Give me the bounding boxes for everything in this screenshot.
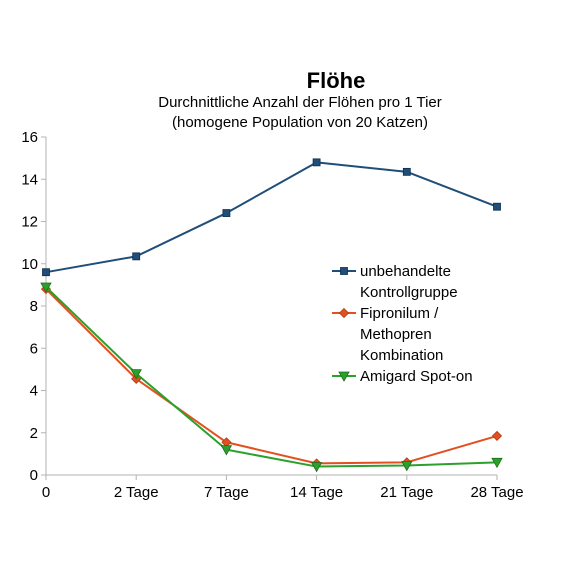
data-point	[493, 202, 501, 211]
x-tick-label: 7 Tage	[204, 484, 249, 501]
data-point	[222, 209, 231, 217]
y-tick-label: 4	[30, 383, 38, 400]
chart-title: Flöhe	[307, 68, 366, 93]
legend-label: Kombination	[360, 347, 443, 364]
data-point	[310, 462, 323, 473]
x-tick-label: 14 Tage	[290, 484, 343, 501]
data-point	[220, 445, 233, 456]
legend-item-1: unbehandelte Kontrollgruppe	[332, 263, 458, 301]
legend-label: Amigard Spot-on	[360, 368, 473, 385]
series-line	[45, 288, 498, 465]
y-tick-label: 8	[30, 298, 38, 315]
data-point	[42, 268, 50, 277]
series-line	[45, 161, 498, 274]
data-point	[40, 282, 52, 293]
series-layer	[40, 158, 503, 473]
x-tick-label: 2 Tage	[114, 484, 159, 501]
axes: 0 2 4 6 8 10 12 14 16 0 2 Tage 7 Tage 14 Tage 21 Tage…	[21, 129, 523, 501]
series-line	[45, 286, 498, 468]
chart-subtitle-line-1: Durchnittliche Anzahl der Flöhen pro 1 T…	[158, 94, 441, 111]
data-point	[132, 252, 141, 261]
x-tick-label: 21 Tage	[380, 484, 433, 501]
x-tick-label: 28 Tage	[470, 484, 523, 501]
y-tick-label: 14	[21, 171, 38, 188]
y-tick-label: 0	[30, 467, 38, 484]
legend-item-3: Amigard Spot-on	[332, 368, 473, 385]
x-tick-label: 0	[42, 484, 50, 501]
chart-subtitle-line-2: (homogene Population von 20 Katzen)	[172, 114, 428, 131]
series-3	[40, 282, 503, 473]
legend-label: Methopren	[360, 326, 432, 343]
data-point	[491, 457, 503, 469]
data-point	[312, 158, 321, 167]
y-tick-label: 12	[21, 214, 38, 231]
data-point	[401, 461, 413, 472]
data-point	[402, 167, 411, 176]
legend-label: Kontrollgruppe	[360, 284, 458, 301]
legend-item-2: Fipronilum / Methopren Kombination	[332, 305, 443, 364]
legend-marker	[338, 307, 350, 319]
y-tick-label: 2	[30, 425, 38, 442]
data-point	[130, 369, 142, 380]
y-tick-label: 10	[21, 256, 38, 273]
legend: unbehandelte Kontrollgruppe Fipronilum / Me…	[332, 263, 473, 385]
legend-marker	[338, 371, 350, 382]
y-tick-label: 6	[30, 340, 38, 357]
legend-marker	[340, 267, 348, 275]
y-tick-label: 16	[21, 129, 38, 146]
data-point	[491, 430, 503, 441]
legend-label: unbehandelte	[360, 263, 451, 280]
legend-label: Fipronilum /	[360, 305, 439, 322]
series-1	[42, 158, 501, 277]
